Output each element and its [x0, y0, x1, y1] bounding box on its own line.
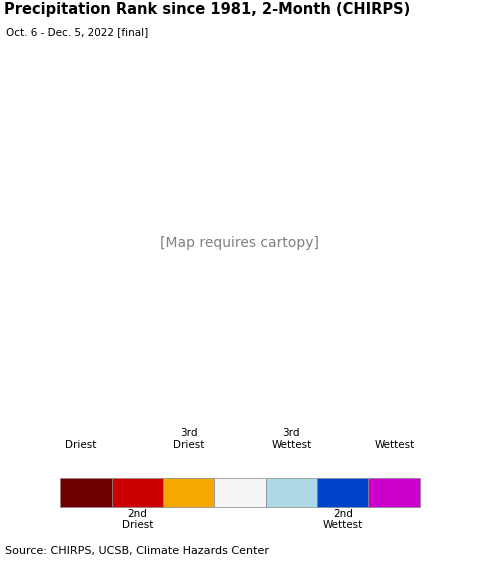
Bar [266, 478, 317, 507]
Text: Wettest: Wettest [375, 440, 415, 450]
Bar [317, 478, 369, 507]
Bar [369, 478, 420, 507]
Bar [163, 478, 214, 507]
Bar [214, 478, 266, 507]
Text: 3rd
Driest: 3rd Driest [173, 428, 204, 450]
Text: Oct. 6 - Dec. 5, 2022 [final]: Oct. 6 - Dec. 5, 2022 [final] [6, 26, 148, 37]
Text: Precipitation Rank since 1981, 2-Month (CHIRPS): Precipitation Rank since 1981, 2-Month (… [4, 2, 410, 17]
Text: 2nd
Wettest: 2nd Wettest [323, 509, 363, 530]
Text: [Map requires cartopy]: [Map requires cartopy] [160, 236, 320, 250]
Text: Source: CHIRPS, UCSB, Climate Hazards Center: Source: CHIRPS, UCSB, Climate Hazards Ce… [5, 546, 269, 556]
Text: Driest: Driest [65, 440, 96, 450]
Text: 2nd
Driest: 2nd Driest [121, 509, 153, 530]
Text: 3rd
Wettest: 3rd Wettest [271, 428, 312, 450]
Bar [111, 478, 163, 507]
Bar [60, 478, 111, 507]
